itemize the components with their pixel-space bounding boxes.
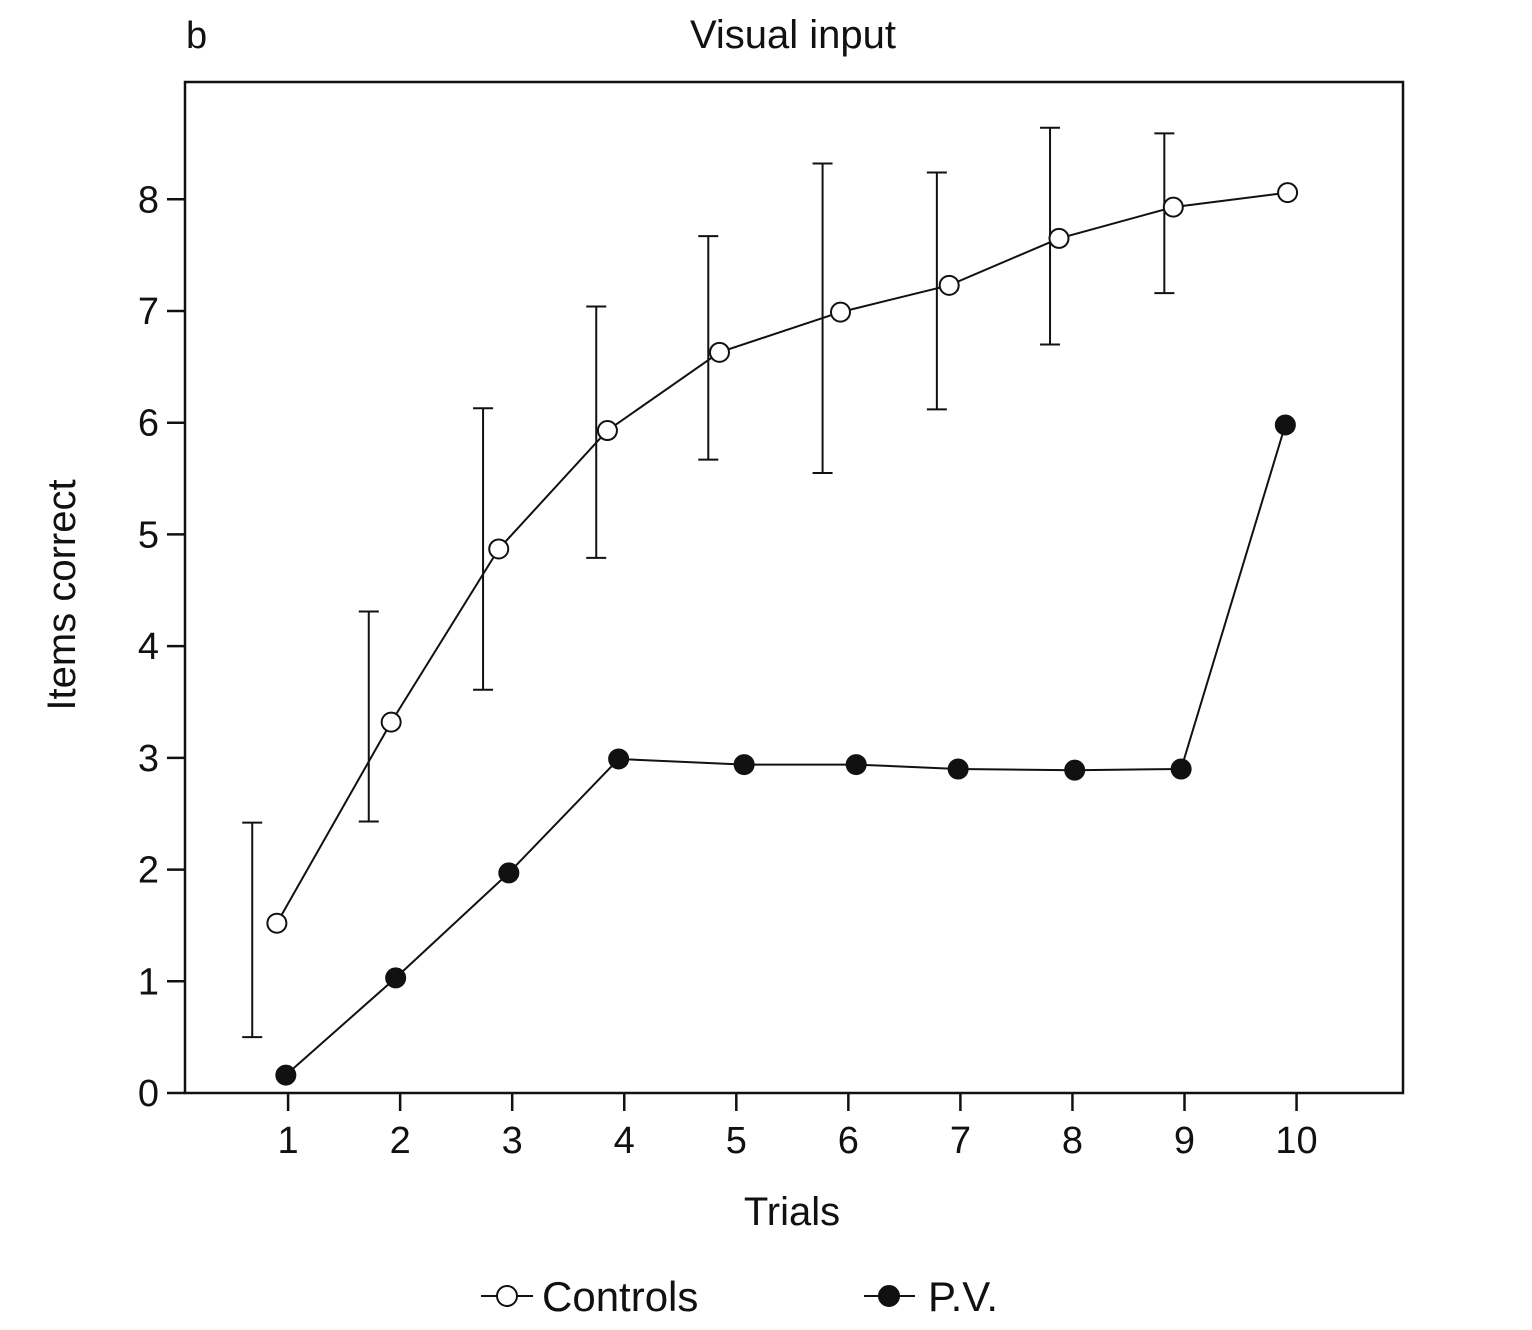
- y-tick-label: 1: [138, 961, 159, 1003]
- chart-title: Visual input: [690, 13, 896, 57]
- controls-error-bars: [242, 126, 1175, 1039]
- y-tick-label: 2: [138, 850, 159, 892]
- legend-item-pv: P.V.: [864, 1273, 998, 1320]
- x-axis-label: Trials: [744, 1190, 840, 1234]
- pv-series-line: [285, 424, 1287, 1076]
- legend-item-controls: Controls: [481, 1273, 698, 1320]
- controls-data-point: [596, 420, 618, 442]
- x-tick-label: 1: [278, 1120, 299, 1162]
- pv-data-point: [608, 748, 630, 770]
- y-tick-label: 6: [138, 403, 159, 445]
- controls-data-point: [1162, 196, 1184, 218]
- controls-data-point: [830, 301, 852, 323]
- y-tick-label: 8: [138, 179, 159, 221]
- pv-data-point: [385, 967, 407, 989]
- y-tick-label: 3: [138, 738, 159, 780]
- x-tick-label: 2: [390, 1120, 411, 1162]
- y-tick-label: 5: [138, 514, 159, 556]
- x-tick-label: 9: [1174, 1120, 1195, 1162]
- y-axis-label: Items correct: [40, 479, 84, 710]
- legend-controls-marker: [496, 1285, 518, 1307]
- series-lines: [276, 191, 1288, 1076]
- x-tick-label: 7: [950, 1120, 971, 1162]
- x-tick-label: 3: [502, 1120, 523, 1162]
- x-tick-label: 6: [838, 1120, 859, 1162]
- legend-pv-label: P.V.: [928, 1273, 998, 1320]
- pv-data-point: [1170, 758, 1192, 780]
- panel-label: b: [186, 15, 207, 57]
- pv-data-point: [845, 754, 867, 776]
- pv-data-point: [498, 862, 520, 884]
- legend: Controls P.V.: [481, 1273, 998, 1320]
- controls-data-point: [1277, 182, 1299, 204]
- x-axis-ticks: 1 2 3 4 5 6 7 8 9 10: [278, 1093, 1318, 1162]
- x-tick-label: 5: [726, 1120, 747, 1162]
- x-tick-label: 10: [1275, 1120, 1317, 1162]
- pv-data-point: [1064, 759, 1086, 781]
- pv-data-point: [1274, 414, 1296, 436]
- plot-frame: [183, 80, 1405, 1095]
- y-tick-label: 0: [138, 1073, 159, 1115]
- legend-controls-label: Controls: [542, 1273, 698, 1320]
- x-tick-label: 4: [614, 1120, 635, 1162]
- controls-series-line: [276, 191, 1288, 924]
- controls-data-point: [266, 912, 288, 934]
- y-tick-label: 4: [138, 626, 159, 668]
- pv-data-point: [733, 754, 755, 776]
- x-tick-label: 8: [1062, 1120, 1083, 1162]
- pv-data-point: [947, 758, 969, 780]
- y-axis-ticks: 0 1 2 3 4 5 6 7 8: [138, 179, 185, 1115]
- pv-data-point: [275, 1064, 297, 1086]
- controls-data-point: [488, 538, 510, 560]
- y-tick-label: 7: [138, 291, 159, 333]
- controls-data-point: [938, 274, 960, 296]
- series-points: [266, 182, 1299, 1086]
- legend-pv-marker: [878, 1285, 900, 1307]
- controls-data-point: [708, 341, 730, 363]
- controls-data-point: [1048, 227, 1070, 249]
- controls-data-point: [380, 711, 402, 733]
